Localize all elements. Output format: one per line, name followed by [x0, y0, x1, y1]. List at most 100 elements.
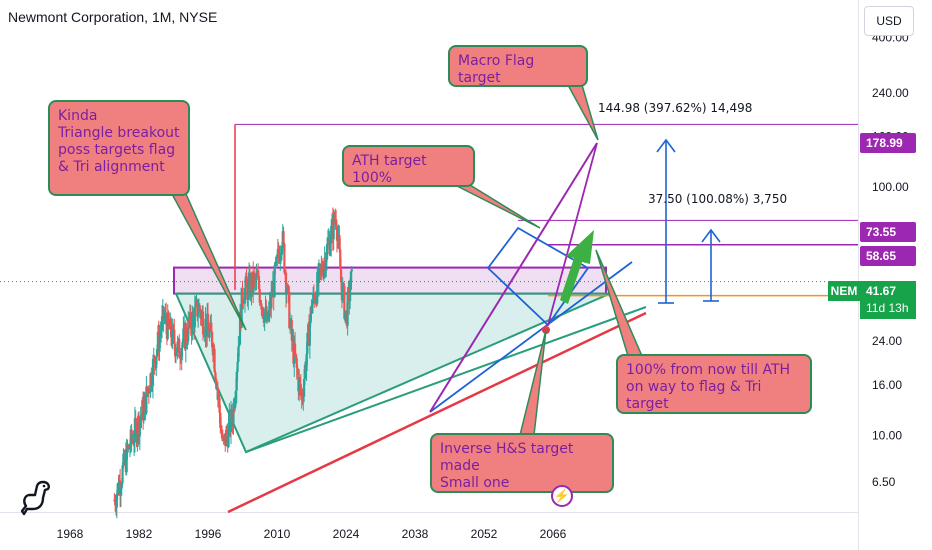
candle-body: [227, 422, 230, 448]
candle-body: [224, 429, 228, 446]
candle-body: [128, 445, 131, 449]
candle-body: [303, 364, 307, 380]
macro-target-tag: 178.99: [860, 133, 916, 153]
candle-body: [159, 333, 162, 336]
candle-body: [299, 383, 302, 395]
candle-body: [257, 275, 260, 277]
candle-body: [273, 265, 276, 298]
candle-body: [130, 429, 133, 441]
candle-body: [132, 440, 136, 445]
candle-body: [140, 414, 143, 418]
candle-body: [335, 225, 339, 241]
candle-body: [284, 272, 288, 295]
currency-button[interactable]: USD: [864, 6, 914, 36]
time-tick-label: 1982: [126, 527, 153, 541]
candle-body: [341, 284, 344, 301]
triangle-pattern: [174, 292, 611, 454]
candle-body: [344, 310, 347, 319]
measure-label-big: 144.98 (397.62%) 14,498: [598, 101, 753, 115]
candle-body: [237, 346, 240, 362]
candle-body: [344, 310, 348, 312]
candle-body: [240, 287, 243, 328]
ath-tag: 58.65: [860, 246, 916, 266]
candle-body: [256, 274, 259, 276]
candle-body: [139, 417, 142, 421]
callout-triangle[interactable]: Kinda Triangle breakout poss targets fla…: [48, 100, 190, 196]
candle-body: [298, 378, 302, 384]
time-tick-label: 2024: [333, 527, 360, 541]
dinosaur-logo-icon: [20, 480, 50, 516]
lightning-icon[interactable]: ⚡: [551, 485, 573, 507]
channel-line-lower: [429, 261, 633, 413]
candle-body: [203, 335, 206, 337]
candle-body: [216, 387, 219, 396]
candle-body: [215, 378, 218, 389]
candle-body: [180, 347, 183, 361]
candle-body: [283, 243, 286, 273]
candle-body: [189, 311, 192, 329]
candle-body: [296, 367, 299, 373]
candle-body: [236, 361, 239, 372]
candle-body: [178, 339, 181, 358]
callout-macro-flag[interactable]: Macro Flag target: [448, 45, 588, 87]
candle-body: [282, 231, 285, 244]
candle-body: [121, 465, 124, 484]
candle-body: [339, 249, 342, 270]
candle-body: [298, 378, 301, 392]
callout-inverse-hs[interactable]: Inverse H&S target made Small one: [430, 433, 614, 493]
candle-body: [134, 418, 137, 423]
candle-body: [172, 325, 175, 330]
candle-body: [200, 312, 203, 319]
price-tick-label: 16.00: [872, 378, 902, 392]
candle-body: [182, 328, 185, 342]
candle-body: [243, 303, 246, 305]
time-tick-label: 2038: [402, 527, 429, 541]
candle-body: [295, 357, 298, 368]
callout-pointer-from-now: [595, 249, 644, 357]
candle-body: [349, 271, 353, 290]
candle-body: [150, 373, 153, 386]
callout-from-now[interactable]: 100% from now till ATH on way to flag & …: [616, 354, 812, 414]
candle-body: [277, 248, 280, 255]
candle-body: [148, 392, 151, 394]
candle-body: [213, 348, 216, 372]
candle-body: [302, 396, 305, 398]
candle-body: [257, 276, 261, 289]
candle-body: [258, 288, 261, 303]
candle-body: [147, 388, 150, 394]
candle-body: [220, 428, 223, 431]
candle-body: [128, 447, 132, 449]
candle-body: [234, 390, 238, 398]
callout-ath-target[interactable]: ATH target 100%: [342, 145, 475, 187]
candle-body: [138, 420, 141, 437]
candle-body: [198, 305, 201, 312]
candle-body: [197, 311, 200, 317]
resistance-band: [173, 266, 607, 295]
candle-body: [201, 311, 205, 335]
measure-head: [656, 138, 676, 153]
candle-body: [196, 299, 199, 317]
candle-body: [167, 312, 170, 323]
candle-body: [252, 275, 256, 290]
price-tick-label: 240.00: [872, 86, 909, 100]
candle-body: [300, 394, 303, 398]
time-tick-label: 1996: [195, 527, 222, 541]
price-tick-label: 6.50: [872, 475, 896, 489]
candle-body: [332, 214, 335, 240]
candle-body: [219, 412, 222, 429]
candle-body: [136, 433, 139, 443]
bar-countdown: 11d 13h: [866, 301, 909, 315]
candle-body: [125, 444, 128, 473]
candle-body: [259, 302, 262, 304]
price-tick-label: 24.00: [872, 334, 902, 348]
last-price-value: 41.67: [866, 284, 897, 298]
flag-target-line: [547, 142, 598, 326]
candle-body: [208, 329, 211, 338]
measure-head: [701, 228, 721, 243]
candle-body: [155, 348, 159, 357]
candle-body: [230, 409, 233, 422]
candle-body: [133, 418, 136, 441]
candle-body: [306, 332, 309, 354]
